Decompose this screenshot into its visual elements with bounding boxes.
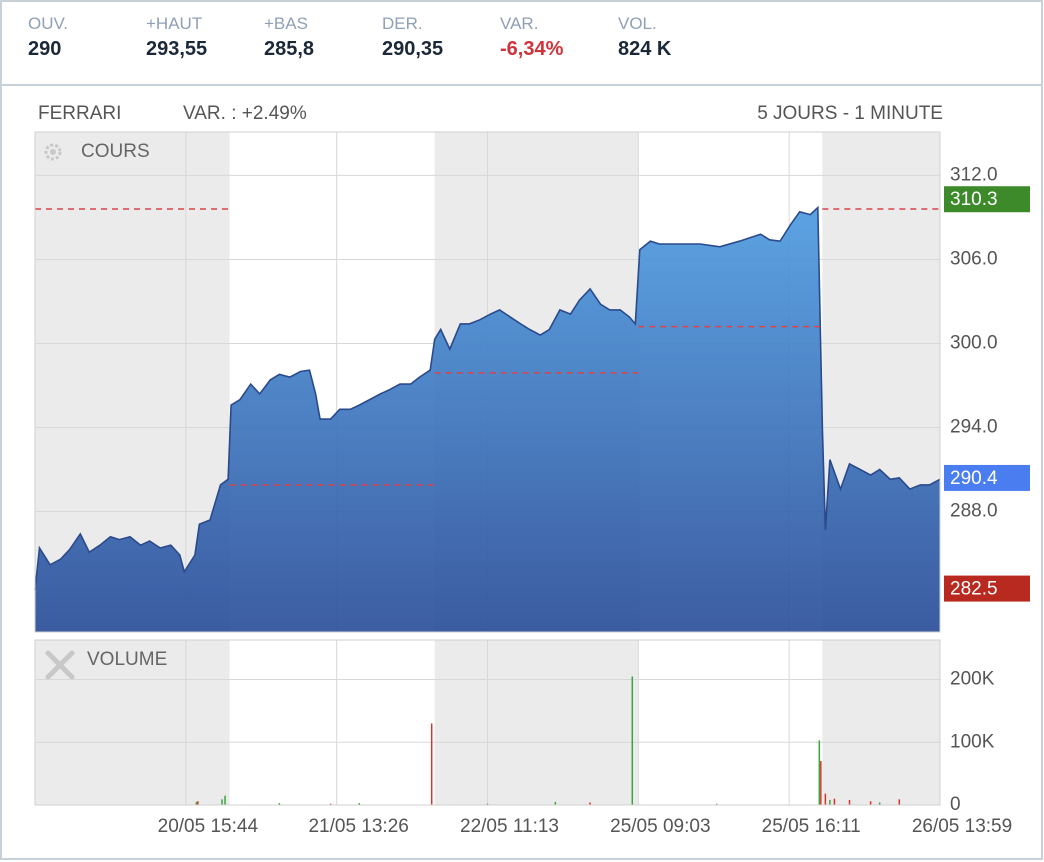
stat: VAR. -6,34%: [500, 14, 618, 61]
instrument-name: FERRARI: [38, 103, 121, 124]
stat: OUV. 290: [28, 14, 146, 61]
price-marker-label: 290.4: [950, 468, 998, 489]
volume-bar: [197, 801, 199, 805]
volume-bar: [631, 676, 634, 805]
volume-bar: [716, 803, 718, 805]
x-tick-label: 25/05 16:11: [762, 816, 861, 837]
volume-bar: [358, 803, 361, 805]
stat: +HAUT 293,55: [146, 14, 264, 61]
y-tick-label: 200K: [950, 669, 995, 690]
stat-label: +HAUT: [146, 14, 203, 33]
stat-value: 293,55: [146, 38, 208, 60]
change: VAR. : +2.49%: [183, 103, 307, 124]
y-tick-label: 306.0: [950, 248, 998, 269]
volume-bar: [278, 803, 281, 805]
session-shade: [434, 640, 639, 805]
panel-title: COURS: [81, 141, 150, 162]
y-tick-label: 100K: [950, 731, 995, 752]
x-tick-label: 25/05 09:03: [610, 816, 710, 837]
y-tick-label: 312.0: [950, 164, 998, 185]
stat-label: OUV.: [28, 14, 69, 33]
volume-bar: [848, 799, 851, 805]
volume-bar: [818, 740, 821, 805]
volume-bar: [824, 793, 827, 805]
stat-value: 290,35: [382, 38, 444, 60]
stat: DER. 290,35: [382, 14, 500, 61]
stat: VOL. 824 K: [618, 14, 736, 61]
plot-border: [34, 131, 941, 633]
price-area: [35, 207, 940, 632]
volume-bar: [878, 802, 881, 805]
gear-hub: [50, 149, 56, 155]
x-tick-label: 20/05 15:44: [158, 816, 259, 837]
volume-bar: [430, 723, 433, 805]
gear: [44, 143, 62, 161]
settings-icon: [44, 143, 62, 161]
y-tick-label: 288.0: [950, 501, 998, 522]
close-icon: [45, 650, 75, 680]
price-marker: [944, 575, 1030, 602]
volume-bar: [589, 802, 591, 805]
volume-bar: [486, 803, 489, 805]
volume-bar: [329, 803, 332, 805]
x-tick-label: 21/05 13:26: [308, 816, 408, 837]
volume-bar: [224, 795, 226, 805]
stat-label: VAR.: [500, 14, 539, 33]
y-tick-label: 300.0: [950, 333, 998, 354]
price-marker-label: 282.5: [950, 579, 998, 600]
session-shade: [35, 640, 230, 805]
price-marker-label: 310.3: [950, 189, 998, 210]
panel-title: VOLUME: [87, 649, 167, 670]
x-tick-label: 26/05 13:59: [912, 816, 1012, 837]
stat-value: -6,34%: [500, 38, 564, 60]
stat-value: 824 K: [618, 38, 672, 60]
volume-bar: [820, 761, 822, 805]
stat: +BAS 285,8: [264, 14, 382, 61]
stats-bar: OUV. 290 +HAUT 293,55 +BAS 285,8 DER. 290,35 VAR…: [28, 14, 736, 61]
period: 5 JOURS - 1 MINUTE: [757, 103, 943, 124]
price-marker: [944, 464, 1030, 491]
volume-bar: [869, 801, 872, 805]
price-marker: [944, 186, 1030, 213]
stat-label: DER.: [382, 14, 423, 33]
session-shade: [822, 640, 940, 805]
volume-bar: [898, 799, 901, 805]
stat-label: VOL.: [618, 14, 657, 33]
plot-border: [34, 639, 941, 806]
volume-bar: [221, 799, 223, 805]
volume-bar: [829, 799, 831, 805]
stat-value: 290: [28, 38, 62, 60]
volume-bar: [195, 801, 198, 805]
volume-bar: [833, 798, 836, 805]
y-tick-label: 0: [950, 794, 961, 815]
stat-value: 285,8: [264, 38, 315, 60]
x-tick-label: 22/05 11:13: [460, 816, 559, 837]
price-line: [34, 205, 941, 591]
plots: 288.0 294.0 300.0 306.0 312.0 310.3 290.4 282.5…: [34, 131, 1030, 837]
volume-bar: [554, 801, 557, 805]
stat-label: +BAS: [264, 14, 308, 33]
y-tick-label: 294.0: [950, 417, 998, 438]
